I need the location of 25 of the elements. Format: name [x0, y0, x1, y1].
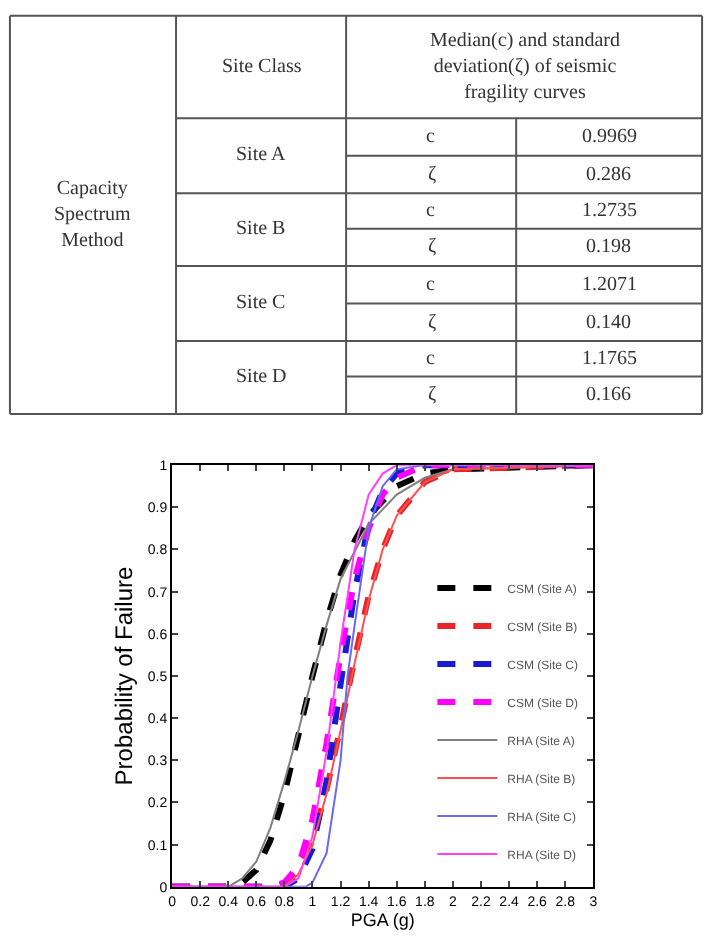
text: c	[426, 274, 436, 296]
text: Median(c) and standard deviation(ζ) of seismic fragility curves	[430, 30, 620, 104]
text: Site D	[236, 366, 287, 388]
text: 1.2735	[582, 200, 637, 222]
text: Site A	[236, 144, 288, 166]
text: 0.9969	[582, 126, 637, 148]
text: ζ	[428, 312, 437, 334]
text: c	[426, 348, 436, 370]
text: Capacity Spectrum Method	[54, 178, 132, 252]
y-axis-title: Probability of Failure	[110, 565, 139, 786]
text: 1.2071	[582, 274, 637, 296]
text: Site C	[236, 292, 287, 314]
text: c	[426, 200, 436, 222]
x-axis-title: PGA (g)	[350, 909, 415, 930]
text: ζ	[428, 384, 437, 406]
text: 0.140	[586, 312, 631, 334]
text: 0.166	[586, 384, 631, 406]
text: Site Class	[222, 56, 302, 78]
text: 1.1765	[582, 348, 637, 370]
text: 0.286	[586, 164, 631, 186]
text: Site B	[236, 218, 287, 240]
text: 0.198	[586, 236, 631, 258]
text: ζ	[428, 236, 437, 258]
text: ζ	[428, 164, 437, 186]
text: c	[426, 126, 436, 148]
